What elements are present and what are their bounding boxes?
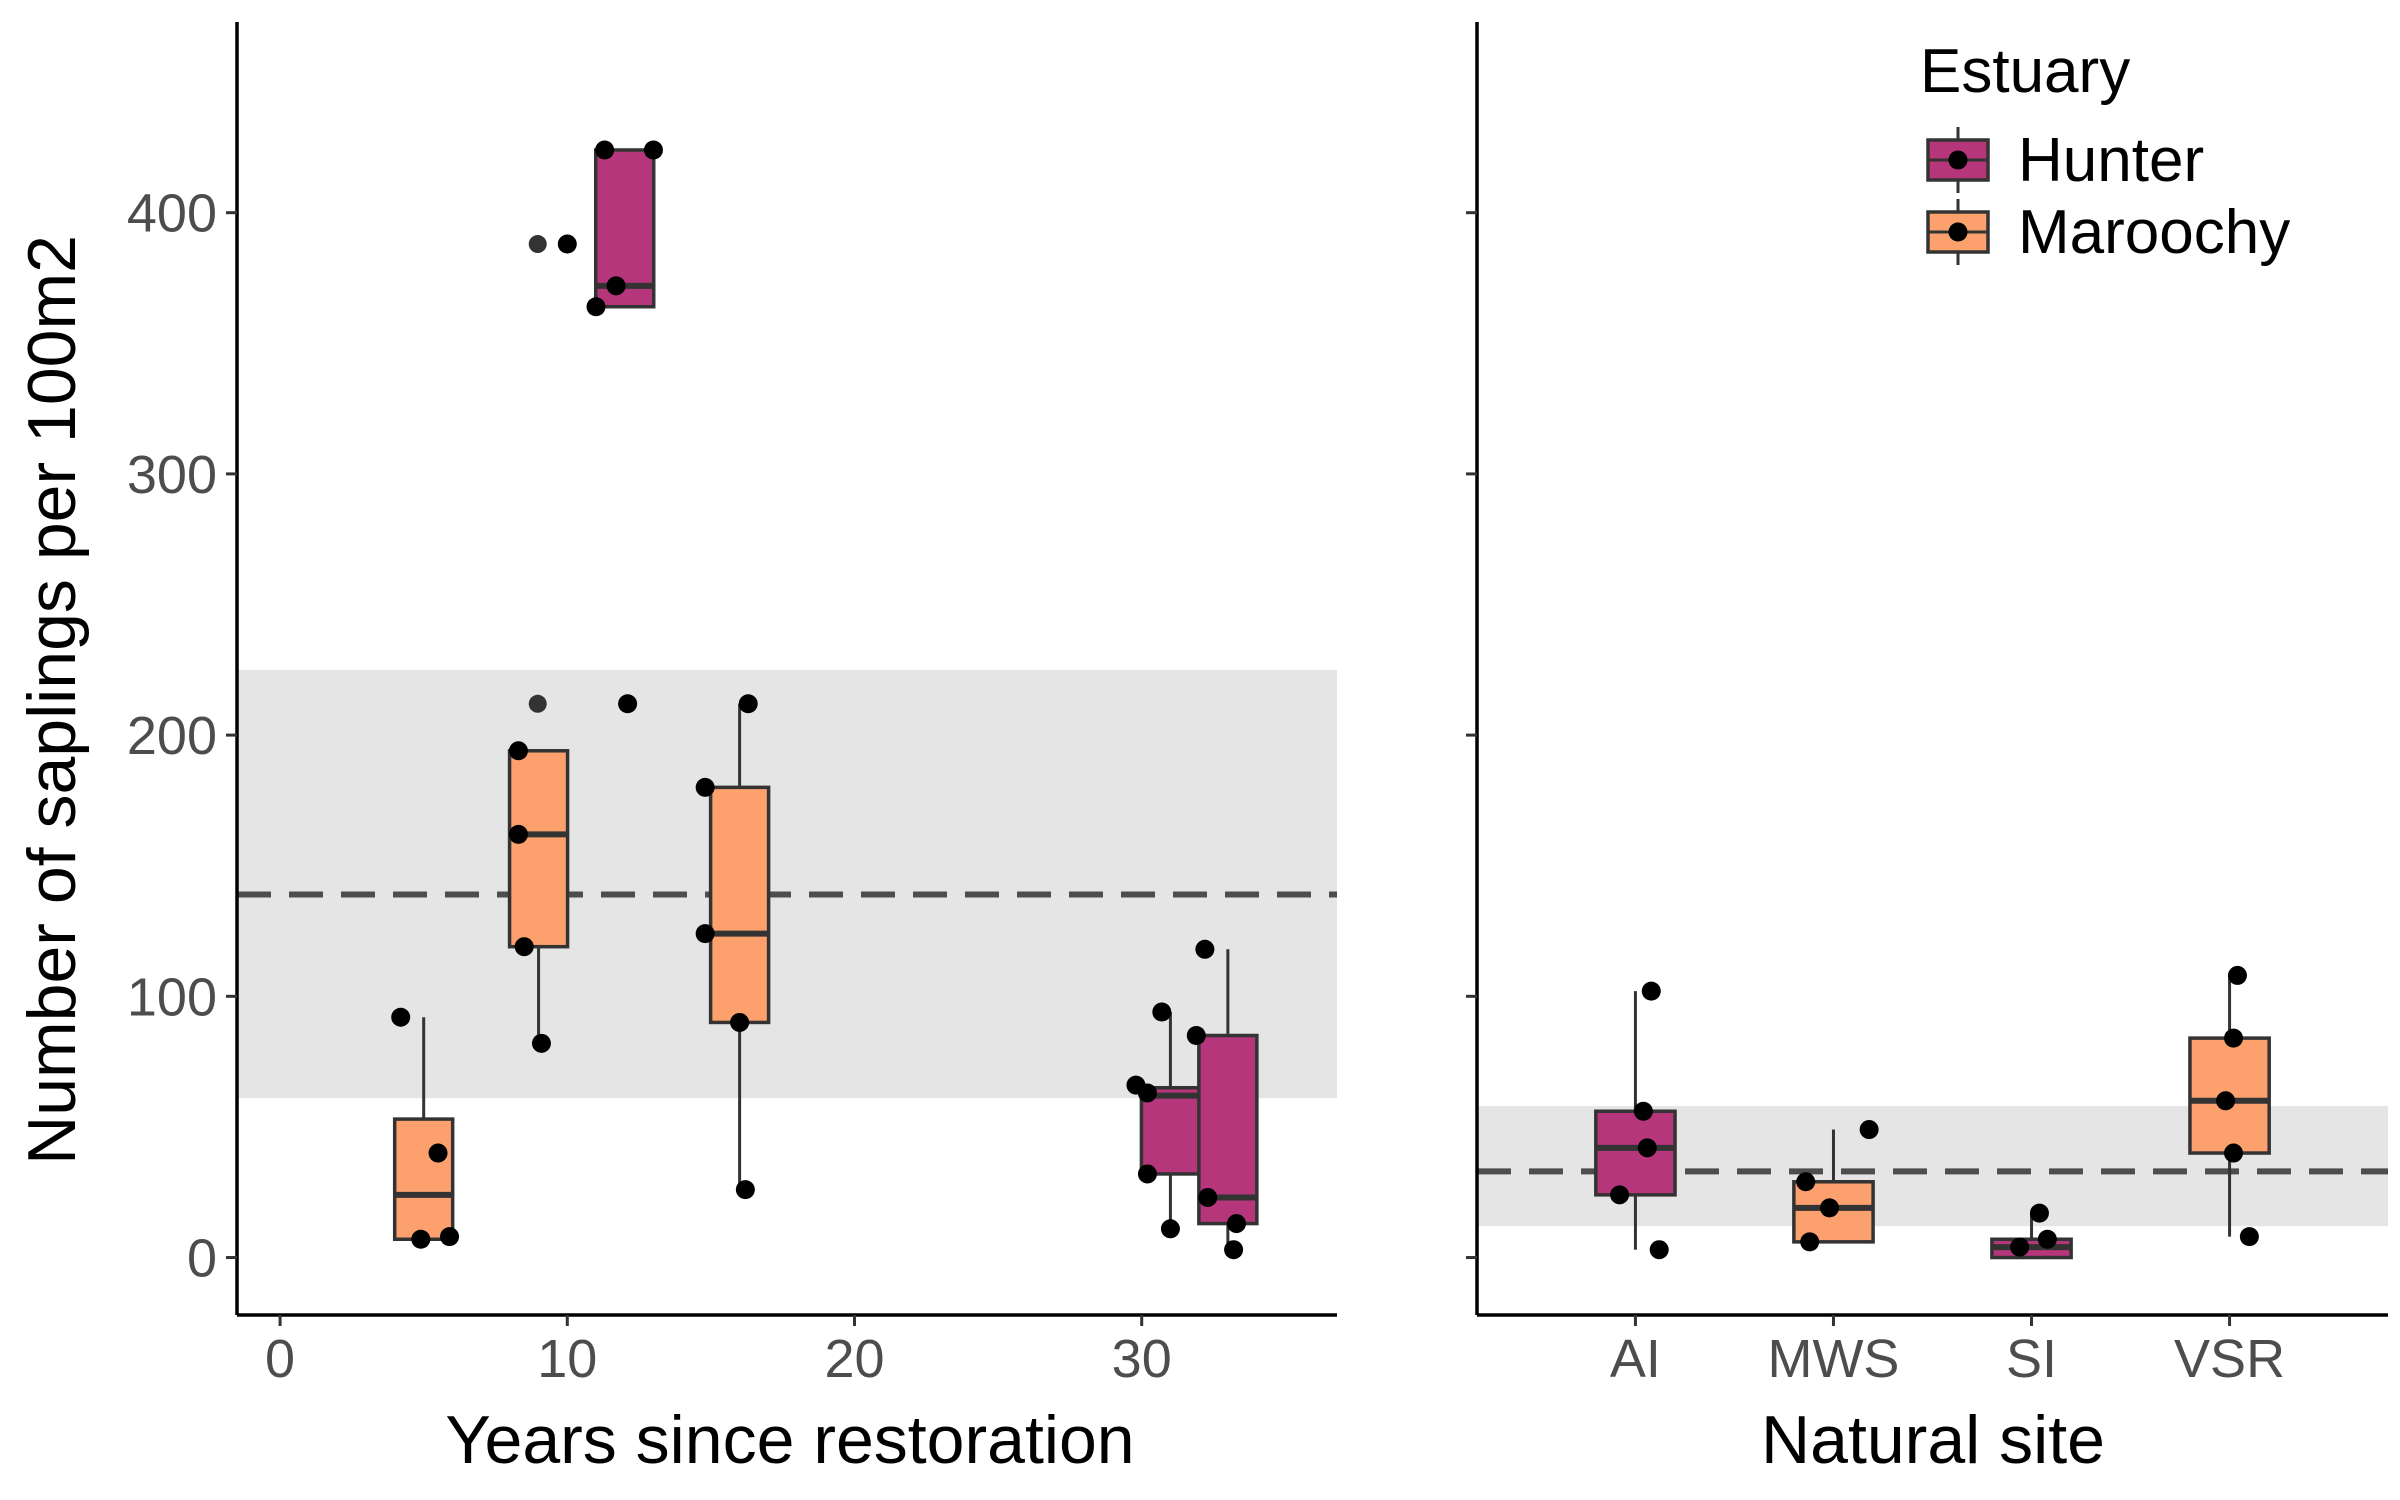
box-body: [507, 749, 570, 949]
data-point: [1137, 1164, 1157, 1184]
data-point: [531, 1033, 551, 1053]
data-point: [730, 1012, 750, 1032]
y-tick-label: 100: [127, 967, 217, 1027]
box-body: [392, 1117, 455, 1241]
x-axis-title-right: Natural site: [1761, 1402, 2105, 1478]
box-body: [1139, 1085, 1202, 1176]
data-point: [1820, 1198, 1840, 1218]
x-tick-label: 30: [1112, 1329, 1172, 1389]
y-axis-title: Number of saplings per 100m2: [14, 235, 90, 1165]
data-point: [595, 140, 615, 160]
data-point: [508, 741, 528, 761]
data-point: [1800, 1232, 1820, 1252]
data-point: [2227, 965, 2247, 985]
data-point: [1610, 1185, 1630, 1205]
data-point: [1198, 1187, 1218, 1207]
legend-key-point: [1948, 150, 1968, 170]
y-tick-label: 200: [127, 706, 217, 766]
data-point: [1649, 1240, 1669, 1260]
reference-band: [237, 669, 1337, 1099]
data-point: [411, 1229, 431, 1249]
box-body: [708, 785, 771, 1025]
data-point: [1195, 939, 1215, 959]
x-tick-label: 0: [265, 1329, 295, 1389]
data-point: [2037, 1229, 2057, 1249]
right-panel: AI MWS SI VSR: [1466, 22, 2388, 1389]
data-point: [643, 140, 663, 160]
y-tick-label: 400: [127, 184, 217, 244]
legend-title: Estuary: [1920, 37, 2130, 106]
data-point: [1152, 1002, 1172, 1022]
legend-item-maroochy: Maroochy: [1926, 198, 2290, 267]
data-point: [508, 824, 528, 844]
x-tick-label: AI: [1610, 1329, 1661, 1389]
legend-key-point: [1948, 222, 1968, 242]
data-point: [2216, 1091, 2236, 1111]
data-point: [1633, 1101, 1653, 1121]
data-point: [1160, 1219, 1180, 1239]
data-point: [586, 297, 606, 317]
data-point: [1224, 1240, 1244, 1260]
box-outlier: [528, 235, 547, 254]
left-panel: 0 100 200 300 400 0 10 20 30: [127, 22, 1337, 1389]
x-tick-label: VSR: [2174, 1329, 2285, 1389]
data-point: [695, 777, 715, 797]
box-outlier: [528, 694, 547, 713]
data-point: [1637, 1138, 1657, 1158]
box-body: [593, 148, 656, 309]
data-point: [2224, 1028, 2244, 1048]
data-point: [618, 694, 638, 714]
x-tick-label: 20: [824, 1329, 884, 1389]
data-point: [2029, 1203, 2049, 1223]
data-point: [2224, 1143, 2244, 1163]
data-point: [2239, 1227, 2259, 1247]
y-tick-label: 300: [127, 445, 217, 505]
x-tick-label: SI: [2006, 1329, 2057, 1389]
data-point: [428, 1143, 448, 1163]
data-point: [1796, 1172, 1816, 1192]
x-tick-label: 10: [537, 1329, 597, 1389]
x-tick-label: MWS: [1767, 1329, 1899, 1389]
data-point: [1226, 1214, 1246, 1234]
x-axis-title-left: Years since restoration: [445, 1402, 1134, 1478]
data-point: [735, 1180, 755, 1200]
data-point: [1859, 1120, 1879, 1140]
data-point: [2010, 1237, 2030, 1257]
data-point: [606, 276, 626, 296]
data-point: [1137, 1083, 1157, 1103]
box-body: [1594, 1109, 1677, 1197]
data-point: [695, 924, 715, 944]
legend-label: Maroochy: [2018, 198, 2290, 267]
data-point: [440, 1227, 460, 1247]
data-point: [738, 694, 758, 714]
legend-item-hunter: Hunter: [1926, 126, 2204, 195]
legend-label: Hunter: [2018, 126, 2204, 195]
data-point: [557, 234, 577, 254]
data-point: [391, 1007, 411, 1027]
data-point: [514, 937, 534, 957]
data-point: [1186, 1026, 1206, 1046]
data-point: [1641, 981, 1661, 1001]
y-tick-label: 0: [187, 1229, 217, 1289]
